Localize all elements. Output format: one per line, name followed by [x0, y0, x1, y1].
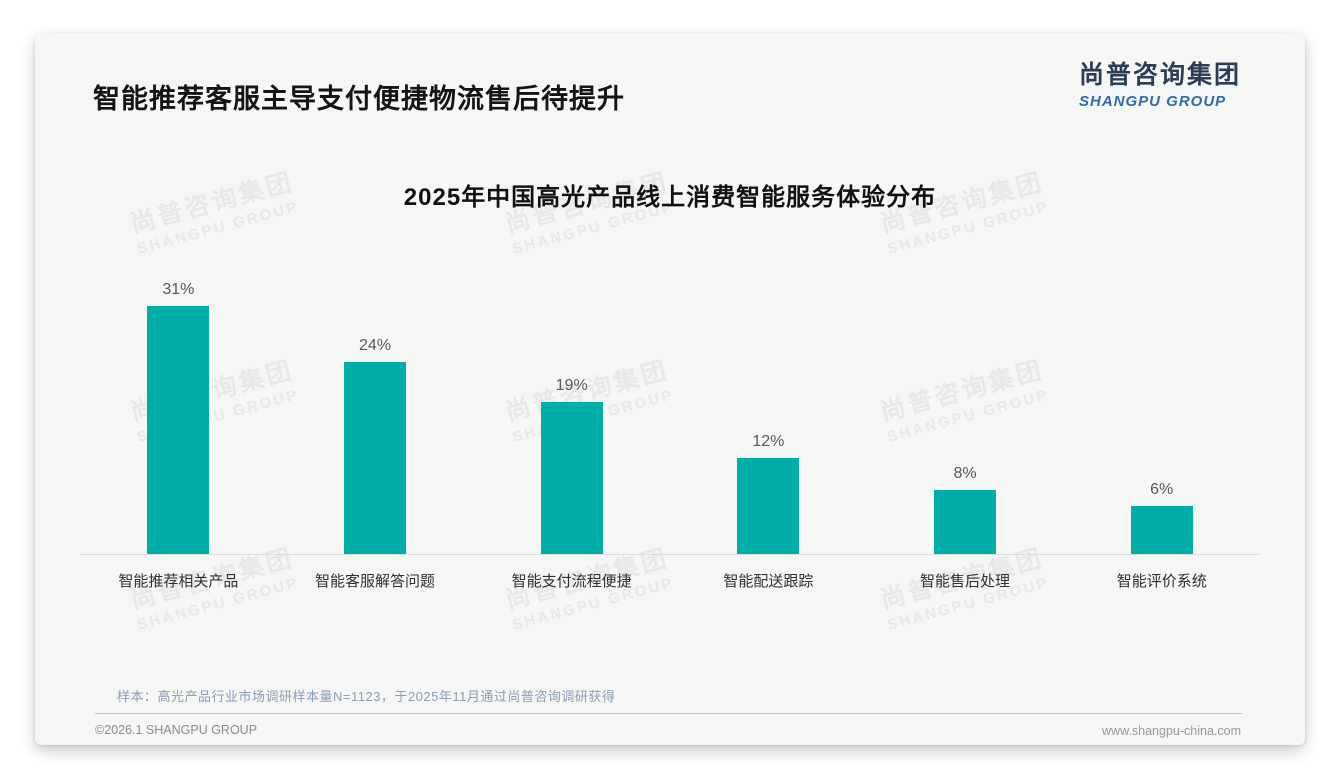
category-label: 智能支付流程便捷	[511, 573, 632, 590]
bar-chart: 31% 24% 19% 12% 8% 6% 智能推荐相关产品 智能客服解答问题 智能支付流程便…	[80, 275, 1260, 591]
bar	[540, 402, 603, 554]
category-axis: 智能推荐相关产品 智能客服解答问题 智能支付流程便捷 智能配送跟踪 智能售后处理 智能评价…	[80, 555, 1260, 591]
footer-website: www.shangpu-china.com	[1102, 724, 1241, 738]
category-label: 智能推荐相关产品	[118, 573, 239, 590]
category-label: 智能评价系统	[1116, 573, 1207, 590]
bar-value-label: 19%	[555, 377, 588, 394]
footer-divider	[95, 713, 1242, 714]
category-label: 智能售后处理	[920, 573, 1011, 590]
bar	[934, 490, 997, 554]
chart-column: 31%	[80, 281, 277, 554]
footer-copyright: ©2026.1 SHANGPU GROUP	[95, 723, 258, 737]
chart-column: 6%	[1063, 481, 1260, 554]
bar-row: 31% 24% 19% 12% 8% 6%	[80, 275, 1260, 555]
category-label: 智能配送跟踪	[723, 573, 814, 590]
bar-value-label: 8%	[953, 465, 977, 482]
slide-content: 智能推荐客服主导支付便捷物流售后待提升 尚普咨询集团 SHANGPU GROUP…	[35, 33, 1305, 745]
sample-footnote: 样本：高光产品行业市场调研样本量N=1123，于2025年11月通过尚普咨询调研…	[117, 689, 616, 704]
bar-value-label: 24%	[358, 337, 392, 354]
chart-column: 8%	[867, 465, 1064, 554]
logo-english-text: SHANGPU GROUP	[1078, 93, 1227, 110]
bar-value-label: 31%	[162, 281, 195, 298]
logo-chinese-text: 尚普咨询集团	[1078, 61, 1241, 89]
bar-value-label: 6%	[1150, 481, 1174, 498]
chart-column: 12%	[670, 433, 867, 554]
chart-column: 24%	[277, 337, 474, 554]
bar	[344, 362, 406, 554]
bar-value-label: 12%	[752, 433, 785, 450]
company-logo: 尚普咨询集团 SHANGPU GROUP	[1079, 55, 1241, 110]
category-label: 智能客服解答问题	[315, 573, 436, 590]
bar	[737, 458, 800, 554]
slide-card: 尚普咨询集团 SHANGPU GROUP 尚普咨询集团 SHANGPU GROUP 尚普…	[35, 33, 1305, 745]
bar	[147, 306, 210, 554]
chart-title: 2025年中国高光产品线上消费智能服务体验分布	[403, 184, 937, 211]
page-title: 智能推荐客服主导支付便捷物流售后待提升	[93, 84, 625, 114]
chart-column: 19%	[473, 377, 670, 554]
bar	[1130, 506, 1193, 554]
